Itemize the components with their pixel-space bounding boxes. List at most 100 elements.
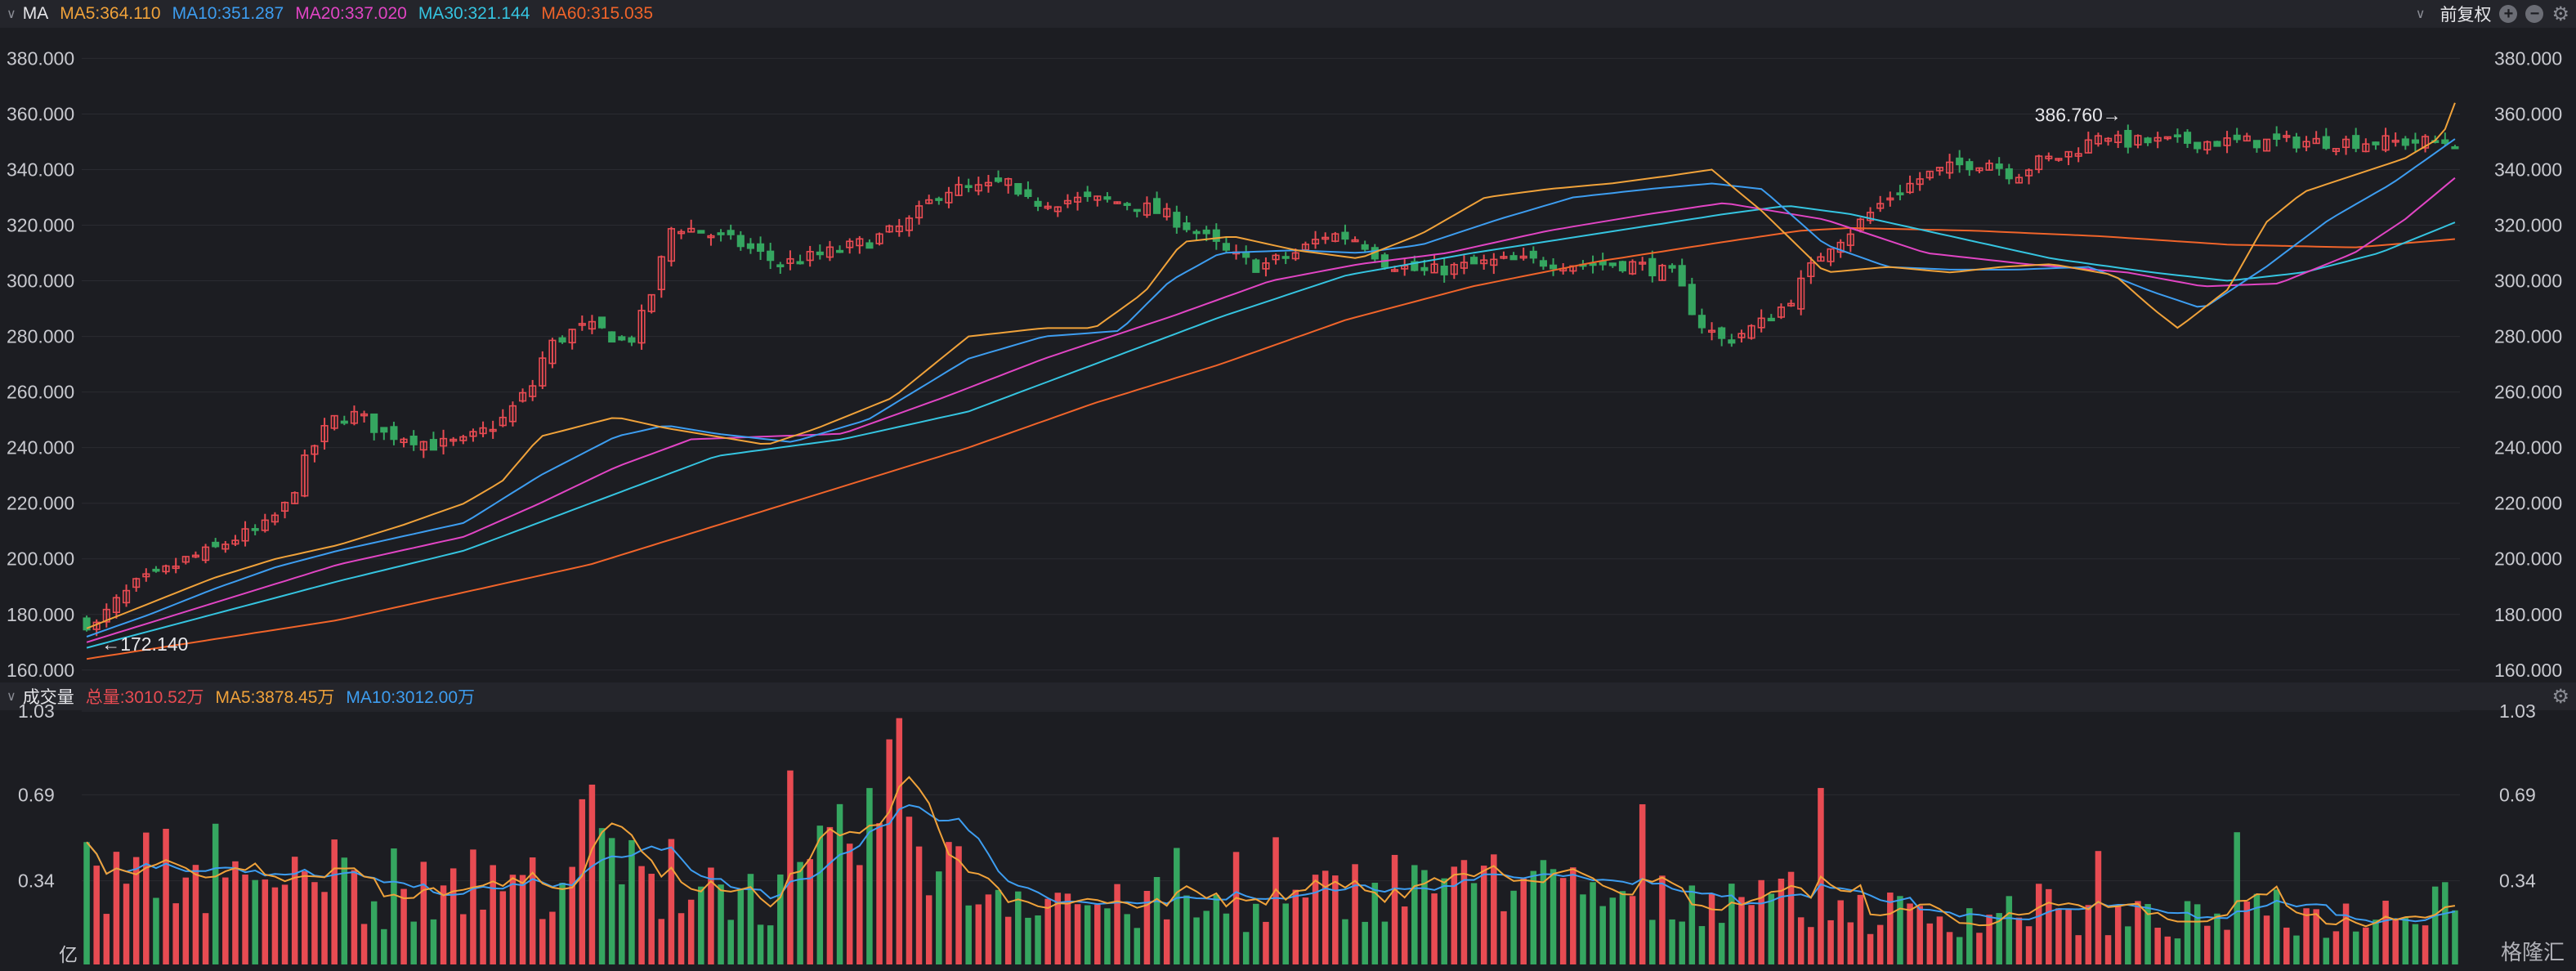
candle-body: [400, 438, 408, 444]
volume-bar: [400, 888, 407, 964]
candle-body: [995, 177, 1003, 182]
volume-settings-gear-icon[interactable]: ⚙: [2551, 685, 2569, 708]
volume-bar: [866, 788, 873, 964]
volume-bar: [1352, 864, 1358, 964]
volume-bar: [2373, 920, 2379, 964]
candle-body: [2332, 148, 2340, 152]
volume-bar: [1530, 870, 1537, 964]
candle-body: [2134, 135, 2142, 146]
volume-bar: [480, 909, 486, 964]
candle-body: [1827, 248, 1835, 262]
volume-bar: [1480, 866, 1487, 964]
volume-bar: [826, 826, 834, 964]
volume-bar: [1510, 890, 1517, 964]
candle-body: [440, 437, 448, 447]
candle-body: [2233, 134, 2241, 141]
candle-body: [776, 264, 785, 267]
candle-body: [1916, 178, 1924, 186]
volume-bar: [2104, 935, 2112, 964]
volume-bar: [936, 871, 942, 964]
volume-bar: [1163, 919, 1170, 964]
volume-bar: [1729, 884, 1735, 964]
volume-bar: [2095, 851, 2102, 964]
candle-body: [657, 256, 665, 290]
candle-body: [578, 323, 586, 326]
volume-bar: [747, 874, 754, 964]
candle-body: [1490, 258, 1498, 266]
candle-body: [1569, 265, 1577, 272]
y-tick-right: 320.000: [2494, 215, 2562, 236]
volume-bar: [2184, 901, 2191, 964]
ma-indicator-name[interactable]: MA: [22, 4, 49, 23]
volume-bar: [619, 884, 625, 964]
volume-bar: [351, 870, 358, 964]
settings-gear-icon[interactable]: ⚙: [2551, 2, 2569, 25]
candle-body: [2124, 129, 2132, 148]
volume-bar: [588, 784, 596, 964]
candle-body: [251, 528, 259, 531]
adjust-mode-select[interactable]: 前复权: [2440, 6, 2492, 25]
volume-bar: [1520, 878, 1527, 964]
zoom-in-icon[interactable]: +: [2499, 5, 2518, 23]
candle-body: [2391, 139, 2399, 143]
candle-body: [508, 405, 517, 423]
volume-bar: [1203, 911, 1210, 964]
candle-body: [1767, 317, 1775, 322]
volume-bar: [1074, 904, 1081, 964]
volume-bar: [1025, 917, 1031, 964]
candle-body: [459, 436, 467, 441]
volume-bar: [658, 919, 665, 964]
adjust-chevron-icon[interactable]: ∨: [2415, 7, 2426, 21]
volume-bar: [1837, 900, 1844, 964]
candle-body: [2163, 136, 2171, 140]
volume-bar: [123, 884, 130, 964]
candle-body: [647, 293, 655, 312]
candle-body: [1718, 327, 1726, 339]
zoom-out-icon[interactable]: −: [2525, 5, 2544, 23]
candle-body: [102, 608, 110, 623]
candle-body: [2045, 155, 2053, 159]
candle-body: [1589, 262, 1597, 266]
candle-body: [350, 410, 358, 424]
candle-body: [2114, 134, 2122, 144]
y-tick-right: 380.000: [2494, 47, 2562, 69]
collapse-chevron-icon[interactable]: ∨: [7, 690, 16, 704]
candle-body: [1876, 203, 1885, 209]
axis-labels-layer: 160.000 160.000 180.000 180.000 200.000 200.0…: [7, 47, 2562, 965]
candle-body: [1391, 269, 1399, 272]
candle-body: [925, 199, 933, 204]
collapse-chevron-icon[interactable]: ∨: [7, 7, 16, 21]
candle-body: [796, 261, 804, 265]
candle-body: [1757, 317, 1765, 329]
volume-bar: [449, 868, 457, 964]
candle-body: [1867, 212, 1875, 221]
volume-indicator-name[interactable]: 成交量: [22, 688, 74, 707]
volume-bar: [1035, 915, 1041, 964]
candle-body: [1708, 329, 1716, 333]
candle-body: [2322, 136, 2330, 150]
candle-body: [2312, 137, 2320, 145]
candle-body: [2025, 169, 2033, 177]
volume-bar: [460, 914, 467, 964]
volume-bar: [906, 817, 913, 964]
candle-body: [1163, 208, 1171, 217]
volume-bar: [668, 839, 675, 964]
volume-bar: [1272, 837, 1279, 964]
vol-tick-left: 0.69: [18, 784, 55, 805]
candle-body: [1747, 324, 1755, 339]
candle-body: [1044, 205, 1052, 209]
candle-body: [905, 217, 913, 231]
candle-body: [1658, 265, 1666, 281]
price-indicator-header: ∨ MA MA5:364.110 MA10:351.287 MA20:337.0…: [0, 0, 2576, 28]
candle-body: [271, 514, 279, 523]
candle-body: [202, 546, 210, 562]
y-tick-left: 220.000: [7, 493, 74, 514]
candle-body: [736, 235, 745, 248]
volume-bar: [1253, 903, 1259, 964]
candle-body: [1836, 241, 1845, 253]
candle-body: [261, 519, 269, 531]
candle-body: [1946, 161, 1954, 174]
candle-body: [1550, 264, 1558, 270]
volume-bar: [737, 888, 745, 964]
